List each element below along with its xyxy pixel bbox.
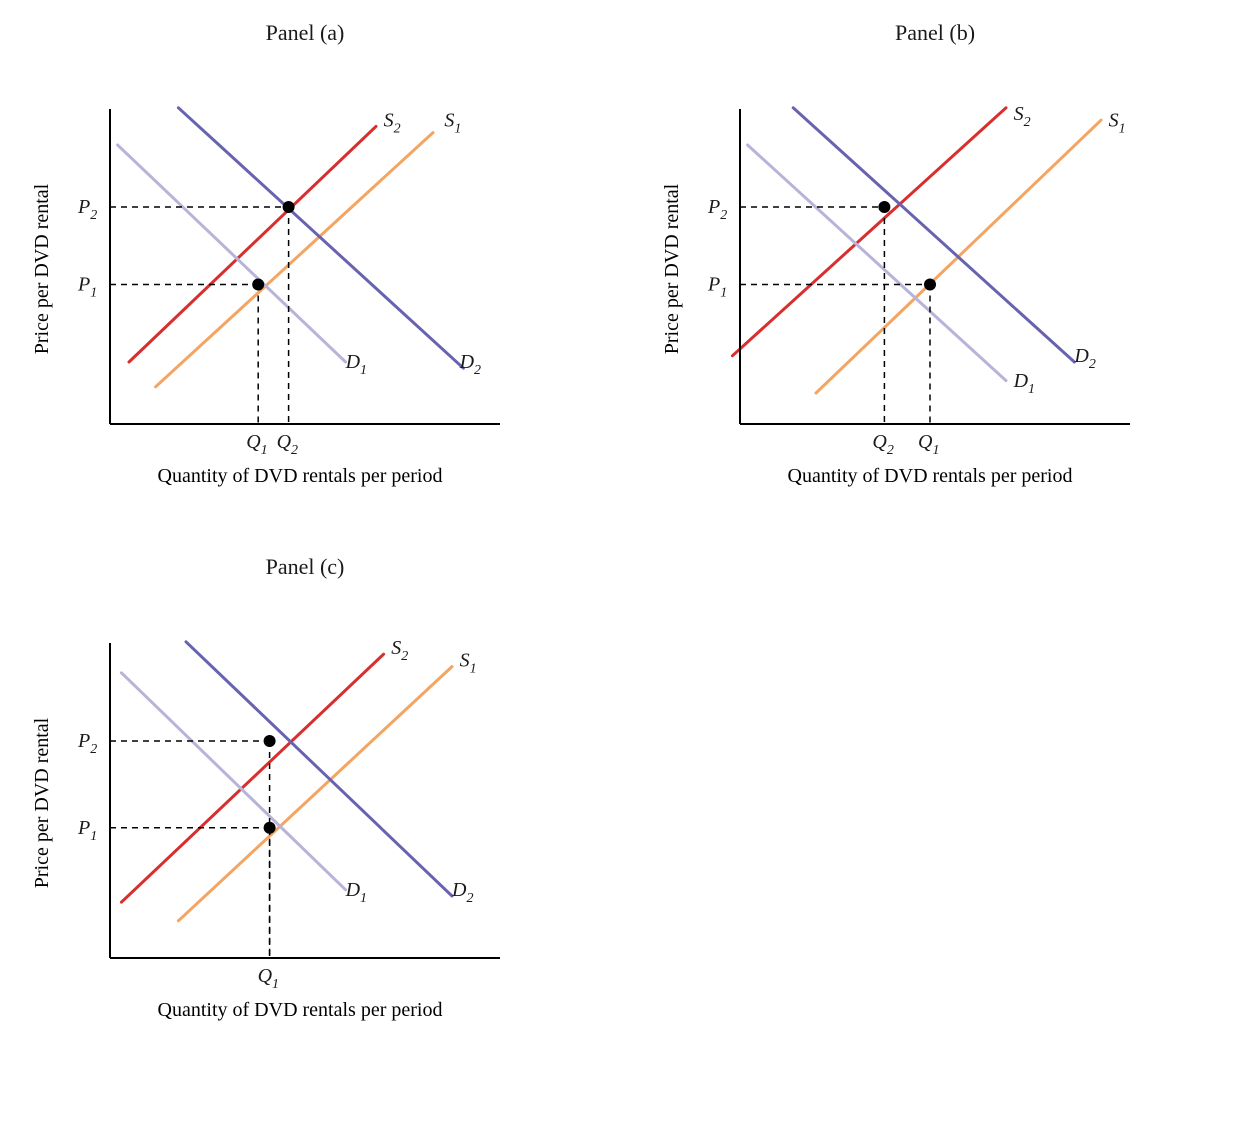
equilibrium-E2: [264, 735, 276, 747]
curve-label-S2: S2: [391, 637, 408, 664]
y-axis-label: Price per DVD rental: [661, 183, 683, 354]
curve-label-D2: D2: [1073, 345, 1095, 372]
curve-D1: [118, 145, 346, 362]
equilibrium-E2: [878, 201, 890, 213]
curve-label-D1: D1: [345, 879, 367, 906]
curve-S2: [732, 108, 1006, 356]
curve-label-S2: S2: [384, 109, 401, 136]
quantity-label-E2: Q2: [872, 431, 893, 458]
panel-b-svg: S1 S2 D1 D2 P1 P2 Q2 Q1 Price per DVD rental Quan…: [650, 54, 1170, 514]
curve-D2: [186, 642, 452, 896]
curve-label-S1: S1: [460, 650, 477, 677]
price-label-E2: P2: [77, 196, 97, 223]
curve-label-S1: S1: [1109, 109, 1126, 136]
equilibrium-E1: [252, 279, 264, 291]
x-axis-label: Quantity of DVD rentals per period: [158, 465, 443, 487]
x-axis-label: Quantity of DVD rentals per period: [158, 999, 443, 1021]
y-axis-label: Price per DVD rental: [31, 183, 53, 354]
curve-D2: [178, 108, 463, 368]
panel-b: Panel (b) S1 S2 D1 D2 P1 P2 Q2 Q1 Price per DVD …: [650, 20, 1220, 514]
panel-a: Panel (a) S1 S2 D1 D2 P1 P2 Q1 Q2 Price per DVD …: [20, 20, 590, 514]
quantity-label-E1: Q1: [246, 431, 267, 458]
panel-c-title: Panel (c): [20, 554, 590, 580]
curve-label-D2: D2: [459, 351, 481, 378]
curve-S1: [178, 667, 452, 921]
price-label-E2: P2: [77, 730, 97, 757]
curve-D2: [793, 108, 1074, 362]
price-label-E2: P2: [707, 196, 727, 223]
curve-S2: [121, 654, 383, 902]
x-axis-label: Quantity of DVD rentals per period: [788, 465, 1073, 487]
panel-c-svg: S1 S2 D1 D2 P1 P2 Q1 Price per DVD rental Quanti…: [20, 588, 540, 1048]
panel-b-title: Panel (b): [650, 20, 1220, 46]
quantity-label-E1: Q1: [918, 431, 939, 458]
curve-D1: [748, 145, 1006, 381]
panel-c: Panel (c) S1 S2 D1 D2 P1 P2 Q1 Price per DVD re…: [20, 554, 590, 1048]
curve-label-S2: S2: [1014, 103, 1031, 130]
curve-label-D1: D1: [1013, 370, 1035, 397]
curve-S2: [129, 126, 376, 362]
quantity-label-E1: Q1: [258, 965, 279, 992]
curve-D1: [121, 673, 345, 890]
panel-a-svg: S1 S2 D1 D2 P1 P2 Q1 Q2 Price per DVD rental Quan…: [20, 54, 540, 514]
curve-label-D2: D2: [451, 879, 473, 906]
panel-a-title: Panel (a): [20, 20, 590, 46]
y-axis-label: Price per DVD rental: [31, 717, 53, 888]
price-label-E1: P1: [707, 274, 727, 301]
equilibrium-E1: [924, 279, 936, 291]
equilibrium-E2: [283, 201, 295, 213]
curve-label-S1: S1: [444, 109, 461, 136]
price-label-E1: P1: [77, 817, 97, 844]
curve-label-D1: D1: [345, 351, 367, 378]
panels-grid: Panel (a) S1 S2 D1 D2 P1 P2 Q1 Q2 Price per DVD …: [20, 20, 1220, 1048]
curve-S1: [156, 133, 433, 387]
quantity-label-E2: Q2: [277, 431, 298, 458]
price-label-E1: P1: [77, 274, 97, 301]
